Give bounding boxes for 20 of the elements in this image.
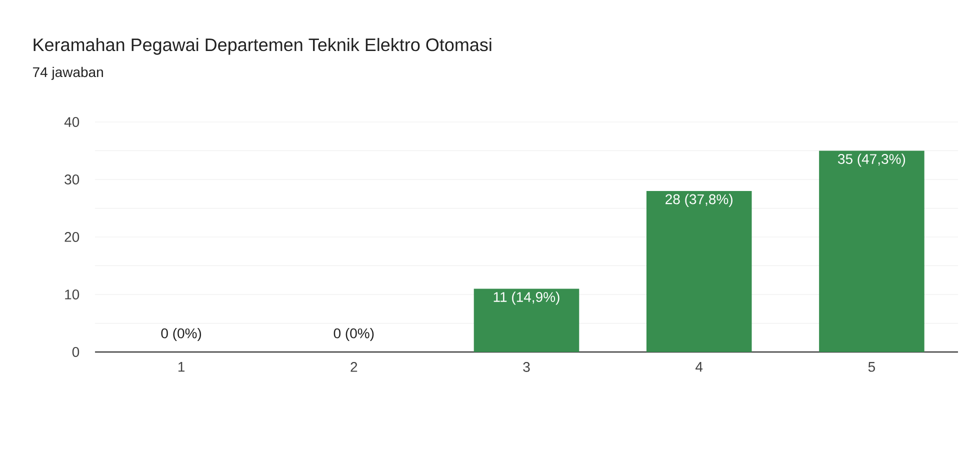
data-label: 11 (14,9%)	[494, 292, 560, 305]
bar	[646, 190, 752, 352]
data-label: 0 (0%)	[161, 328, 202, 342]
bar	[474, 288, 580, 352]
x-tick-label: 1	[178, 362, 185, 372]
bar	[819, 150, 924, 352]
y-tick-label: 30	[64, 174, 80, 184]
x-tick-label: 4	[696, 362, 703, 372]
y-tick-label: 20	[64, 232, 80, 242]
data-label: 0 (0%)	[334, 328, 374, 342]
chart-subtitle: 74 jawaban	[32, 66, 103, 80]
chart-title: Keramahan Pegawai Departemen Teknik Elektro Otomasi	[34, 38, 492, 55]
y-tick-label: 10	[65, 290, 80, 300]
y-tick-label: 0	[72, 347, 80, 357]
data-label: 28 (37,8%)	[666, 194, 732, 207]
x-tick-label: 5	[868, 362, 875, 372]
x-tick-label: 2	[350, 362, 358, 372]
x-tick-label: 3	[523, 362, 530, 372]
y-tick-label: 40	[64, 117, 80, 127]
data-label: 35 (47,3%)	[838, 154, 906, 167]
